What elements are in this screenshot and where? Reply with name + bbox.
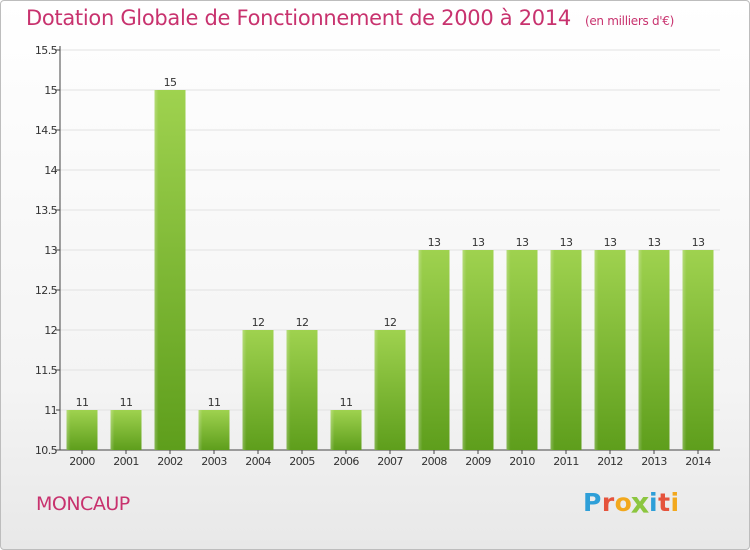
- bar-highlight: [154, 90, 159, 450]
- chart-subtitle: (en milliers d'€): [584, 14, 674, 28]
- y-tick-label: 14.5: [35, 124, 58, 137]
- bar-highlight: [550, 250, 555, 450]
- bar-highlight: [462, 250, 467, 450]
- x-tick-label: 2000: [69, 455, 95, 468]
- bar: [418, 250, 450, 450]
- bar: [110, 410, 142, 450]
- y-tick-label: 14: [44, 164, 57, 177]
- x-tick-label: 2010: [509, 455, 535, 468]
- logo-letter: i: [649, 488, 659, 517]
- bar-highlight: [638, 250, 643, 450]
- bar: [638, 250, 670, 450]
- logo-letter: x: [631, 485, 651, 520]
- bar: [154, 90, 186, 450]
- y-tick-label: 12.5: [35, 284, 58, 297]
- chart-title: Dotation Globale de Fonctionnement de 20…: [26, 6, 674, 30]
- data-label: 13: [604, 236, 617, 249]
- x-tick-label: 2004: [245, 455, 271, 468]
- bar: [682, 250, 714, 450]
- y-tick-label: 13: [44, 244, 57, 257]
- x-tick-label: 2003: [201, 455, 227, 468]
- y-tick-label: 11.5: [35, 364, 58, 377]
- bar: [242, 330, 274, 450]
- commune-name: MONCAUP: [36, 493, 130, 515]
- x-tick-label: 2011: [553, 455, 579, 468]
- bar: [462, 250, 494, 450]
- bar: [66, 410, 98, 450]
- logo-letter: P: [583, 488, 602, 517]
- data-labels: 11 11 15 11 12 12 11 12 13 13 13 13 13 13 13: [76, 76, 706, 409]
- bar-highlight: [66, 410, 71, 450]
- bar-highlight: [374, 330, 379, 450]
- data-label: 11: [340, 396, 353, 409]
- y-tick-label: 12: [44, 324, 57, 337]
- bar-highlight: [506, 250, 511, 450]
- x-tick-label: 2006: [333, 455, 359, 468]
- y-tick-label: 13.5: [35, 204, 58, 217]
- x-tick-label: 2013: [641, 455, 667, 468]
- x-tick-label: 2009: [465, 455, 491, 468]
- x-tick-label: 2014: [685, 455, 711, 468]
- y-tick-label: 10.5: [35, 444, 58, 457]
- bar: [374, 330, 406, 450]
- x-tick-label: 2008: [421, 455, 447, 468]
- x-tick-label: 2007: [377, 455, 403, 468]
- bar-highlight: [110, 410, 115, 450]
- bars: [66, 90, 714, 450]
- bar-highlight: [198, 410, 203, 450]
- chart-title-text: Dotation Globale de Fonctionnement de 20…: [26, 6, 571, 30]
- x-tick-label: 2012: [597, 455, 623, 468]
- logo-letter: t: [658, 488, 671, 517]
- data-label: 13: [560, 236, 573, 249]
- y-tick-label: 15.5: [35, 44, 58, 57]
- data-label: 12: [252, 316, 265, 329]
- bar-highlight: [682, 250, 687, 450]
- bar: [594, 250, 626, 450]
- bar: [286, 330, 318, 450]
- bar: [330, 410, 362, 450]
- logo-letter: i: [670, 488, 680, 517]
- data-label: 15: [164, 76, 177, 89]
- y-tick-label: 11: [44, 404, 57, 417]
- bar: [198, 410, 230, 450]
- y-tick-label: 15: [44, 84, 57, 97]
- data-label: 11: [76, 396, 89, 409]
- data-label: 13: [428, 236, 441, 249]
- data-label: 11: [208, 396, 221, 409]
- bar-highlight: [286, 330, 291, 450]
- data-label: 12: [296, 316, 309, 329]
- bar-highlight: [418, 250, 423, 450]
- data-label: 13: [472, 236, 485, 249]
- bar: [550, 250, 582, 450]
- bar: [506, 250, 538, 450]
- data-label: 13: [692, 236, 705, 249]
- data-label: 13: [648, 236, 661, 249]
- logo-letter: o: [614, 488, 633, 517]
- bar-highlight: [594, 250, 599, 450]
- proxiti-logo[interactable]: Proxiti: [583, 485, 680, 520]
- data-label: 11: [120, 396, 133, 409]
- x-tick-label: 2001: [113, 455, 139, 468]
- data-label: 12: [384, 316, 397, 329]
- bar-highlight: [330, 410, 335, 450]
- x-tick-label: 2002: [157, 455, 183, 468]
- logo-letter: r: [601, 488, 615, 517]
- bar-highlight: [242, 330, 247, 450]
- x-tick-label: 2005: [289, 455, 315, 468]
- data-label: 13: [516, 236, 529, 249]
